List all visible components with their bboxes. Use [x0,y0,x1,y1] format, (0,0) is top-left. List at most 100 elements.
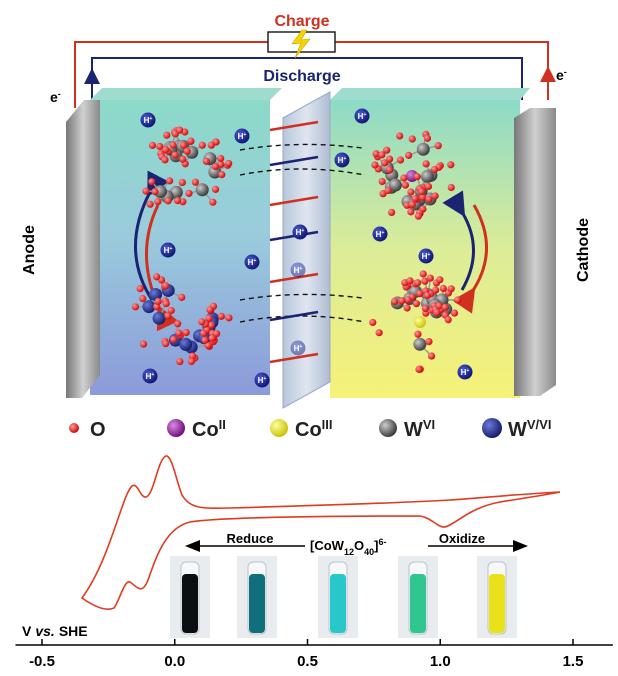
proton-label-symbol: H [146,372,152,381]
proton-label: H+ [238,132,247,141]
oxygen-atom [225,314,233,322]
electron-label: e- [50,89,61,105]
lightning [291,29,311,59]
oxygen-atom [188,352,197,360]
oxygen-atom [225,159,233,168]
legend: O CoII CoIII WVI WV/VI [69,417,551,442]
metal-atom [416,142,430,156]
oxygen-atom [148,141,157,149]
proton-label-charge: + [151,372,154,378]
proton-label-symbol: H [338,156,344,165]
cathode-electrode [514,108,556,396]
oxygen-atom [217,312,225,320]
electron-label-charge: - [564,67,567,77]
formula-part: 40 [364,547,374,557]
oxygen-atom [425,195,433,203]
proton-ball [244,254,260,270]
metal-atom [420,169,434,183]
oxygen-atom [434,142,442,150]
oxygen-atom [375,329,383,337]
proton-ball [234,128,250,144]
oxygen-atom [431,192,439,200]
proton-ball [334,152,350,168]
proton-label: H+ [294,344,303,353]
formula-part: [CoW [310,538,345,553]
legend-swatch [167,419,185,437]
proton-label-symbol: H [258,376,264,385]
legend-label: WV/VI [508,417,551,442]
oxygen-atom [164,312,172,320]
oxygen-atom [146,200,154,208]
oxygen-atom [421,304,429,313]
chamber-top [90,88,282,100]
oxygen-atom [433,308,441,317]
oxidation-arrow [134,170,169,301]
discharge-label: Discharge [263,68,340,85]
oxygen-atom [432,286,440,294]
charge-label: Charge [274,13,329,30]
ion-path [239,168,366,176]
oxygen-atom [161,156,169,164]
oxygen-atom [206,306,214,314]
oxygen-atom [386,155,394,163]
oxygen-atom [413,173,421,181]
oxygen-atom [185,189,193,197]
reduce-label: Reduce [227,531,274,546]
oxygen-atom [423,134,432,142]
oxygen-atom [415,365,423,373]
oxygen-atom [154,197,162,206]
oxygen-atom [170,335,178,344]
oxygen-atom [166,177,174,185]
proton-label-charge: + [343,156,346,162]
legend-label-charge: VI [423,417,435,432]
oxygen-atom [173,197,182,205]
legend-swatch [69,423,79,433]
oxygen-atom [378,177,386,186]
oxygen-atom [211,162,220,171]
oxygen-atom [419,193,427,201]
oxygen-atom [422,160,430,168]
metal-atom [152,311,166,325]
oxygen-atom [209,198,217,206]
oxygen-atom [407,208,415,216]
formula-part: 6- [378,537,386,547]
legend-label-charge: V/VI [527,417,552,432]
membrane [282,91,331,409]
x-axis: -0.5 0.0 0.5 1.0 1.5 [15,639,613,670]
membrane-flux [269,120,319,132]
oxygen-atom [202,157,211,165]
proton-label: H+ [338,156,347,165]
oxygen-atom [427,352,436,360]
oxygen-atom [217,154,225,162]
tick-label: -0.5 [29,653,55,670]
oxygen-atom [414,330,422,338]
proton-label-charge: + [263,376,266,382]
oxygen-atom [162,299,170,308]
proton-label: H+ [258,376,267,385]
oxygen-atom [454,296,462,304]
oxygen-atom [419,270,427,278]
proton-label: H+ [358,112,367,121]
legend-label-symbol: Co [192,419,219,441]
proton-label-symbol: H [422,252,428,261]
vial [318,556,358,638]
proton-label-charge: + [363,112,366,118]
oxygen-atom [444,316,452,324]
proton-label: H+ [144,116,153,125]
legend-label-symbol: W [404,419,423,441]
legend-label-symbol: O [90,419,106,441]
proton-label-charge: + [301,228,304,234]
oxygen-atom [208,334,216,342]
oxygen-atom [204,341,212,350]
legend-swatch [270,419,288,437]
cathode-arrow-blue [442,190,475,291]
metal-atom [413,337,427,351]
proton-label-symbol: H [376,230,382,239]
oxygen-atom [164,197,172,205]
oxygen-atom [154,297,162,306]
oxygen-atom [396,156,405,164]
oxygen-atom [167,306,175,315]
oxygen-atom [169,141,177,149]
legend-swatch [482,418,502,438]
proton-ball [254,372,270,388]
